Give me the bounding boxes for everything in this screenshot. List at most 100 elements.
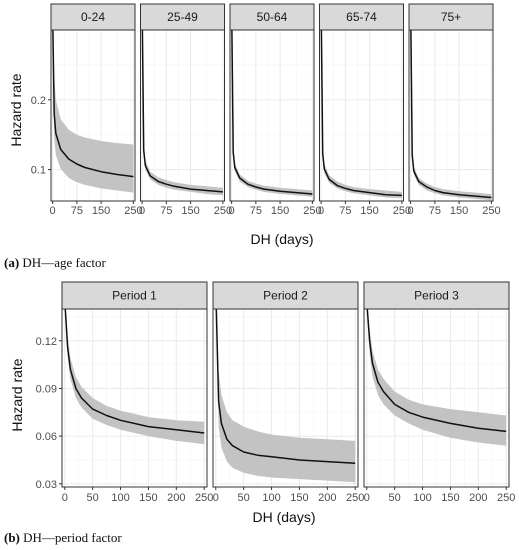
y-tick-label: 0.12: [36, 336, 57, 348]
x-tick-label: 150: [92, 205, 110, 217]
hazard-line: [215, 309, 356, 464]
panel-frame: [408, 29, 494, 202]
hazard-line: [320, 30, 402, 197]
x-tick-label: 75: [339, 205, 351, 217]
hazard-line: [141, 30, 223, 193]
facet-label: Period 2: [263, 289, 308, 303]
x-axis-title: DH (days): [252, 509, 315, 525]
facet-label: 25-49: [167, 10, 198, 24]
confidence-band: [231, 30, 313, 197]
x-tick-label: 75: [250, 205, 262, 217]
confidence-band: [65, 309, 205, 445]
confidence-band: [410, 30, 492, 201]
data-layer: [366, 309, 507, 446]
x-tick-label: 0: [364, 492, 370, 504]
hazard-line: [52, 30, 134, 178]
y-tick-label: 0.2: [31, 95, 46, 107]
x-tick-label: 150: [181, 205, 199, 217]
data-layer: [215, 309, 356, 483]
x-tick-label: 50: [238, 492, 250, 504]
x-tick-label: 250: [303, 205, 321, 217]
x-tick-label: 75: [160, 205, 172, 217]
y-axis-title: Hazard rate: [9, 358, 25, 431]
x-tick-label: 200: [318, 492, 336, 504]
facet-strip: [61, 281, 208, 310]
facet-strip: [363, 281, 510, 310]
panel-frame: [363, 308, 510, 488]
data-layer: [141, 30, 223, 196]
x-tick-label: 100: [262, 492, 280, 504]
panel-frame: [229, 29, 315, 202]
x-tick-label: 75: [429, 205, 441, 217]
facet-label: 50-64: [257, 10, 288, 24]
x-tick-label: 0: [318, 205, 324, 217]
x-tick-label: 200: [167, 492, 185, 504]
x-tick-label: 75: [71, 205, 83, 217]
panel-frame: [212, 308, 359, 488]
y-axis-title: Hazard rate: [8, 73, 24, 146]
facet-label: 75+: [441, 10, 461, 24]
grid: [213, 309, 358, 487]
x-tick-label: 250: [482, 205, 500, 217]
facet-label: Period 3: [414, 289, 459, 303]
x-tick-label: 100: [111, 492, 129, 504]
panel-75-: 75+ 0 75 150 250: [408, 3, 501, 217]
hazard-line: [410, 30, 492, 199]
x-tick-label: 0: [229, 205, 235, 217]
hazard-line: [64, 309, 205, 434]
x-tick-label: 150: [271, 205, 289, 217]
panel-background: [409, 30, 493, 201]
panel-frame: [319, 29, 404, 202]
x-tick-label: 50: [389, 492, 401, 504]
x-tick-label: 150: [450, 205, 468, 217]
confidence-band: [52, 30, 134, 193]
data-layer: [320, 30, 402, 199]
y-tick-label: 0.06: [36, 431, 57, 443]
x-tick-label: 250: [214, 205, 232, 217]
x-tick-label: 0: [139, 205, 145, 217]
chart-period: 0.03 0.06 0.09 0.12 Period 1 0 50 100 150 200 250 P…: [9, 281, 515, 525]
facet-label: 65-74: [346, 10, 377, 24]
data-layer: [410, 30, 492, 201]
x-tick-label: 50: [87, 492, 99, 504]
panel-background: [230, 30, 314, 201]
facet-label: Period 1: [112, 289, 157, 303]
panel-frame: [61, 308, 208, 488]
x-tick-label: 250: [124, 205, 142, 217]
facet-strip: [140, 3, 225, 31]
x-tick-label: 250: [393, 205, 411, 217]
caption-a-text: DH—age factor: [22, 255, 106, 270]
grid: [364, 309, 509, 487]
facet-strip: [408, 3, 494, 31]
data-layer: [64, 309, 205, 445]
confidence-band: [142, 30, 223, 196]
x-tick-label: 0: [62, 492, 68, 504]
panel-period-2: Period 2 0 50 100 150 200 250: [212, 281, 364, 504]
x-tick-label: 100: [413, 492, 431, 504]
x-tick-label: 250: [195, 492, 213, 504]
panel-50-64: 50-64 0 75 150 250: [229, 3, 322, 217]
x-tick-label: 150: [360, 205, 378, 217]
panel-65-74: 65-74 0 75 150 250: [318, 3, 411, 217]
data-layer: [231, 30, 313, 197]
grid: [140, 30, 225, 201]
caption-a: (a) DH—age factor: [4, 255, 106, 271]
confidence-band: [321, 30, 402, 199]
x-tick-label: 150: [290, 492, 308, 504]
x-axis-title: DH (days): [250, 231, 313, 247]
x-tick-label: 150: [441, 492, 459, 504]
x-tick-label: 0: [213, 492, 219, 504]
x-tick-label: 200: [469, 492, 487, 504]
hazard-line: [231, 30, 313, 195]
panel-25-49: 25-49 0 75 150 250: [139, 3, 232, 217]
y-tick-label: 0.09: [36, 383, 57, 395]
x-tick-label: 0: [50, 205, 56, 217]
caption-b-text: DH—period factor: [23, 530, 122, 545]
confidence-band: [367, 309, 507, 446]
facet-strip: [50, 3, 136, 31]
panel-frame: [50, 29, 136, 202]
panel-0-24: 0-24 0 75 150 250: [50, 3, 143, 217]
y-tick-label: 0.03: [36, 479, 57, 491]
